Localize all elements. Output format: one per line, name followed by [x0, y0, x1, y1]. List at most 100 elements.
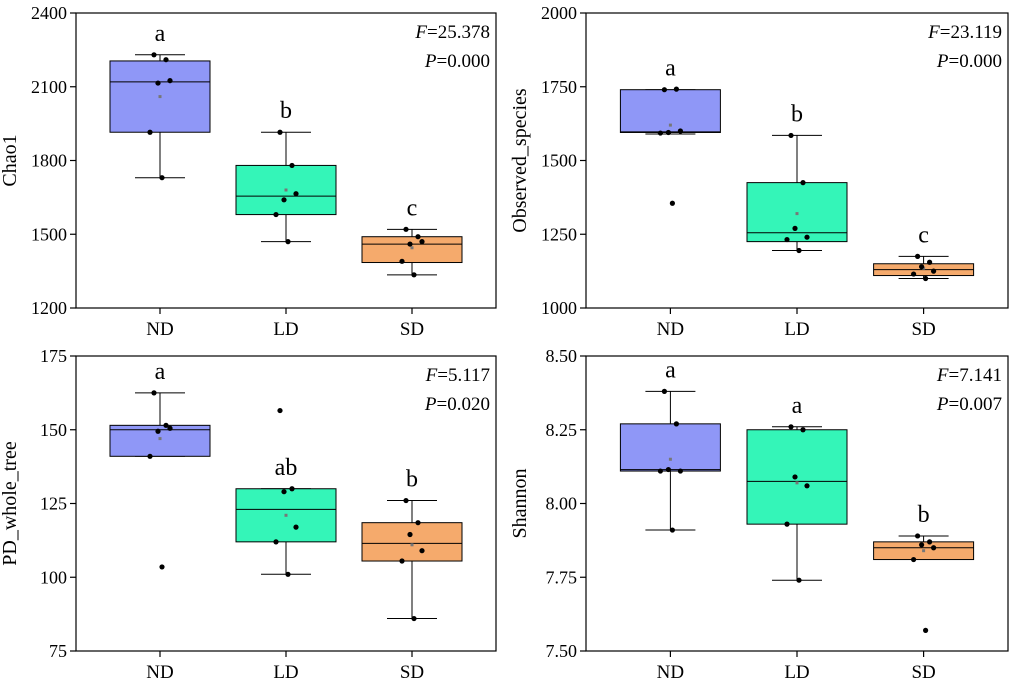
y-tick-label: 8.25 — [546, 420, 578, 440]
p-value: P=0.007 — [936, 394, 1002, 415]
data-point — [931, 268, 937, 274]
data-point — [677, 128, 684, 134]
data-point — [665, 129, 672, 136]
y-tick-label: 1800 — [31, 151, 67, 171]
data-point — [147, 129, 153, 135]
data-point — [919, 542, 925, 548]
data-point — [792, 474, 798, 480]
data-point — [919, 264, 925, 270]
y-tick-label: 1250 — [541, 224, 577, 244]
data-point — [788, 132, 794, 139]
significance-letter: a — [155, 359, 166, 385]
data-point — [293, 524, 299, 530]
significance-letter: a — [155, 21, 166, 47]
y-tick-label: 1750 — [541, 77, 577, 97]
x-tick-label: SD — [911, 662, 935, 683]
data-point — [273, 539, 279, 545]
data-point — [788, 424, 794, 430]
data-point — [784, 521, 790, 527]
data-point — [411, 615, 417, 622]
mean-marker — [284, 513, 288, 517]
chart-panel-4: 7.50 7.75 8.00 8.25 8.50 Shannon ND LD SD F=7.141… — [509, 346, 1009, 683]
significance-letter: c — [918, 222, 929, 248]
data-point — [399, 558, 405, 564]
x-tick-label: SD — [400, 319, 424, 340]
data-point — [931, 545, 937, 551]
significance-letter: a — [665, 56, 676, 82]
data-point — [669, 527, 676, 533]
data-point — [403, 497, 409, 504]
x-tick-label: ND — [657, 662, 684, 683]
mean-marker — [284, 188, 288, 192]
data-point — [167, 78, 173, 84]
data-point — [289, 162, 295, 169]
data-point — [915, 253, 921, 259]
p-value: P=0.020 — [424, 394, 490, 415]
data-point — [281, 489, 287, 495]
data-point — [800, 427, 806, 433]
data-point — [407, 241, 413, 247]
data-point — [155, 428, 161, 434]
y-tick-label: 150 — [40, 420, 67, 440]
data-point — [923, 275, 929, 282]
data-point — [784, 236, 790, 243]
box — [361, 522, 463, 562]
box-group-nd: a — [619, 357, 721, 533]
y-axis-label: Chao1 — [0, 134, 21, 186]
mean-marker — [922, 549, 926, 553]
box-group-sd: b — [361, 467, 463, 622]
chart-panel-3: 75 100 125 150 175 PD_whole_tree ND LD SD F=5.117… — [0, 346, 497, 683]
data-point — [403, 226, 409, 232]
p-value: P=0.000 — [936, 51, 1002, 72]
box-group-nd: a — [109, 359, 211, 570]
box — [361, 236, 463, 264]
y-tick-label: 1200 — [31, 298, 67, 318]
data-point — [673, 86, 680, 92]
y-tick-label: 2100 — [31, 77, 67, 97]
y-axis-label: Observed_species — [509, 88, 531, 233]
mean-marker — [158, 95, 162, 99]
significance-letter: b — [406, 467, 418, 493]
data-point — [399, 258, 405, 264]
y-tick-label: 7.75 — [546, 567, 578, 587]
mean-marker — [158, 437, 162, 441]
data-point — [657, 468, 664, 474]
data-point — [911, 271, 917, 277]
y-tick-label: 8.50 — [546, 346, 578, 366]
x-tick-label: LD — [784, 319, 809, 340]
significance-letter: a — [665, 357, 676, 383]
data-point — [151, 52, 157, 58]
y-tick-label: 2400 — [31, 3, 67, 23]
y-tick-label: 2000 — [541, 3, 577, 23]
chart-panel-1: 1200 1500 1800 2100 2400 Chao1 ND LD SD F=25.378 P… — [0, 3, 497, 340]
y-tick-label: 1000 — [541, 298, 577, 318]
data-point — [661, 87, 668, 93]
data-point — [657, 130, 664, 136]
x-tick-label: LD — [273, 662, 298, 683]
data-point — [407, 531, 413, 538]
y-tick-label: 7.50 — [546, 641, 578, 661]
x-tick-label: LD — [784, 662, 809, 683]
data-point — [927, 259, 933, 265]
data-point — [163, 422, 169, 428]
box-group-sd: b — [873, 502, 975, 633]
data-point — [419, 548, 425, 554]
mean-marker — [795, 481, 799, 485]
data-point — [151, 390, 157, 396]
data-point — [277, 129, 283, 135]
data-point — [281, 197, 287, 203]
f-statistic: F=25.378 — [414, 22, 490, 43]
box-group-sd: c — [361, 195, 463, 278]
significance-letter: a — [792, 393, 803, 419]
significance-letter: c — [407, 195, 418, 221]
data-point — [285, 239, 291, 245]
data-point — [677, 468, 684, 474]
data-point — [411, 272, 417, 278]
box-group-ld: ab — [235, 407, 337, 577]
data-point — [796, 247, 802, 254]
data-point — [804, 483, 810, 489]
y-tick-label: 1500 — [31, 224, 67, 244]
data-point — [911, 556, 917, 563]
box-group-ld: b — [746, 101, 848, 254]
